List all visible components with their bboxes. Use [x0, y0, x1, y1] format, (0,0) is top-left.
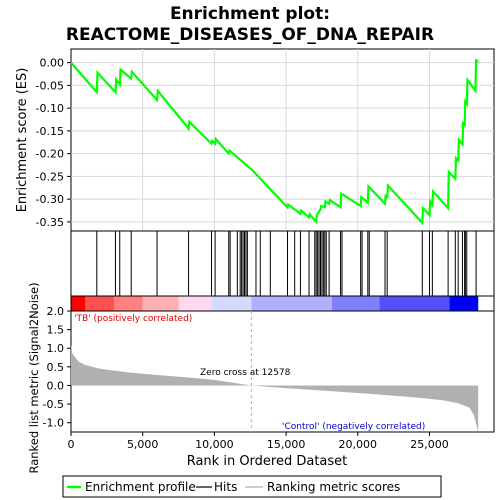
- chart-title-line1: Enrichment plot:: [170, 4, 330, 24]
- es-y-axis-label: Enrichment score (ES): [15, 68, 30, 213]
- metric-y-tick-label: 0.0: [47, 379, 65, 392]
- positive-correlation-label: 'TB' (positively correlated): [74, 314, 192, 324]
- es-y-tick-label: -0.05: [36, 79, 64, 92]
- hits-markers: [96, 231, 477, 296]
- x-tick-label: 15,000: [267, 438, 306, 451]
- negative-correlation-label: 'Control' (negatively correlated): [282, 422, 425, 432]
- es-y-tick-label: -0.25: [36, 170, 64, 183]
- color-bar-segment: [71, 296, 86, 311]
- es-gridlines: [71, 49, 494, 231]
- color-bar-segment: [211, 296, 252, 311]
- metric-y-tick-label: 0.5: [47, 361, 65, 374]
- color-bar-segment: [251, 296, 332, 311]
- ranking-metric-area: [71, 344, 479, 432]
- metric-y-tick-label: 1.5: [47, 324, 65, 337]
- legend-item-profile: Enrichment profile: [85, 480, 196, 494]
- es-y-tick-label: -0.30: [36, 193, 64, 206]
- color-bar-segment: [331, 296, 380, 311]
- x-tick-label: 0: [68, 438, 75, 451]
- color-bar-segment: [85, 296, 115, 311]
- metric-y-tick-label: 2.0: [47, 305, 65, 318]
- legend-item-ranking: Ranking metric scores: [267, 480, 400, 494]
- x-tick-label: 10,000: [195, 438, 234, 451]
- es-y-ticks: 0.00 -0.05 -0.10 -0.15 -0.20 -0.25 -0.30 -0.35: [36, 57, 71, 229]
- es-y-tick-label: -0.20: [36, 148, 64, 161]
- color-bar-segment: [142, 296, 179, 311]
- color-bar-segment: [178, 296, 212, 311]
- metric-y-axis-label: Ranked list metric (Signal2Noise): [27, 282, 41, 473]
- ranking-color-bar: [71, 296, 479, 311]
- es-y-tick-label: -0.10: [36, 102, 64, 115]
- metric-y-tick-label: -0.5: [43, 398, 64, 411]
- x-tick-label: 5,000: [127, 438, 159, 451]
- metric-y-tick-label: -1.0: [43, 417, 64, 430]
- metric-y-ticks: 2.0 1.5 1.0 0.5 0.0 -0.5 -1.0: [43, 305, 71, 430]
- x-tick-label: 25,000: [410, 438, 449, 451]
- hits-panel-frame: [70, 230, 495, 297]
- color-bar-segment: [449, 296, 479, 311]
- x-axis-label: Rank in Ordered Dataset: [187, 454, 348, 469]
- color-bar-segment: [379, 296, 450, 311]
- metric-y-tick-label: 1.0: [47, 342, 65, 355]
- x-axis-ticks: 0 5,000 10,000 15,000 20,000 25,000: [68, 432, 449, 451]
- color-bar-segment: [114, 296, 143, 311]
- es-y-tick-label: 0.00: [40, 57, 65, 70]
- legend-item-hits: Hits: [214, 480, 237, 494]
- es-y-tick-label: -0.35: [36, 216, 64, 229]
- chart-title-line2: REACTOME_DISEASES_OF_DNA_REPAIR: [66, 25, 434, 45]
- metric-panel-frame: [70, 310, 495, 433]
- enrichment-profile-line: [70, 58, 479, 226]
- zero-cross-label: Zero cross at 12578: [200, 368, 291, 378]
- es-y-tick-label: -0.15: [36, 125, 64, 138]
- x-tick-label: 20,000: [339, 438, 378, 451]
